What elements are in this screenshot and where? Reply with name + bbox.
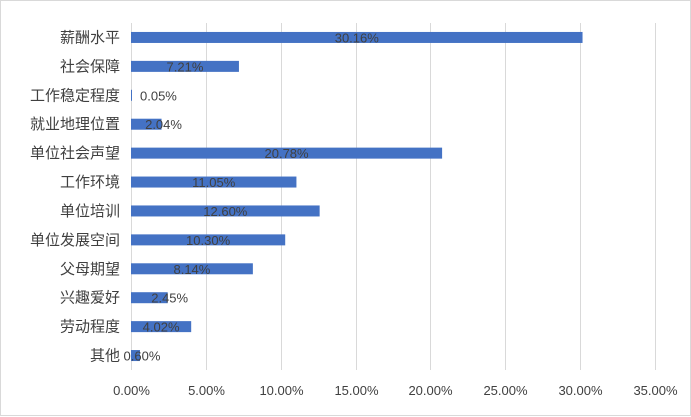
data-label: 2.04% [145, 117, 182, 132]
x-tick-label: 10.00% [259, 383, 304, 398]
category-label: 就业地理位置 [30, 115, 120, 133]
bars [131, 31, 583, 362]
data-label: 0.60% [124, 349, 161, 364]
bar [131, 60, 239, 72]
bar [131, 321, 192, 333]
bar [131, 31, 583, 43]
data-label: 11.05% [192, 175, 236, 190]
data-label: 7.21% [167, 59, 204, 74]
data-label: 20.78% [265, 146, 310, 161]
bar [131, 176, 297, 188]
gridlines [131, 23, 656, 370]
category-label: 单位发展空间 [30, 231, 120, 249]
data-label: 10.30% [186, 233, 231, 248]
category-label: 父母期望 [60, 260, 120, 278]
bar [131, 118, 162, 130]
category-label: 劳动程度 [60, 318, 120, 336]
x-tick-labels: 0.00% 5.00% 10.00% 15.00% 20.00% 25.00% 30.00%… [113, 383, 678, 398]
category-label: 社会保障 [60, 57, 120, 75]
x-tick-label: 15.00% [334, 383, 379, 398]
data-label: 4.02% [143, 320, 180, 335]
bar [131, 350, 140, 362]
x-tick-label: 20.00% [408, 383, 453, 398]
x-tick-label: 30.00% [558, 383, 603, 398]
bar [131, 89, 132, 101]
data-label: 12.60% [203, 204, 248, 219]
bar [131, 147, 443, 159]
data-label: 0.05% [140, 88, 177, 103]
x-tick-label: 0.00% [113, 383, 150, 398]
bar [131, 263, 253, 275]
x-tick-label: 5.00% [188, 383, 225, 398]
category-label: 其他 [90, 347, 120, 365]
bar [131, 292, 168, 304]
bar [131, 205, 320, 217]
data-label: 2.45% [151, 291, 188, 306]
category-label: 单位培训 [60, 202, 120, 220]
category-label: 薪酬水平 [60, 28, 120, 46]
category-label: 工作环境 [60, 173, 120, 191]
category-label: 单位社会声望 [30, 144, 120, 162]
category-label: 兴趣爱好 [60, 289, 120, 307]
category-labels: 薪酬水平社会保障工作稳定程度就业地理位置单位社会声望工作环境单位培训单位发展空间… [30, 28, 120, 364]
category-label: 工作稳定程度 [30, 86, 120, 104]
bar [131, 234, 286, 246]
x-tick-label: 25.00% [483, 383, 528, 398]
data-label: 30.16% [335, 30, 380, 45]
data-label: 8.14% [173, 262, 210, 277]
data-labels: 30.16% 7.21% 0.05% 2.04% 20.78% 11.05% 12.60% 1… [124, 30, 380, 363]
x-tick-label: 35.00% [633, 383, 678, 398]
